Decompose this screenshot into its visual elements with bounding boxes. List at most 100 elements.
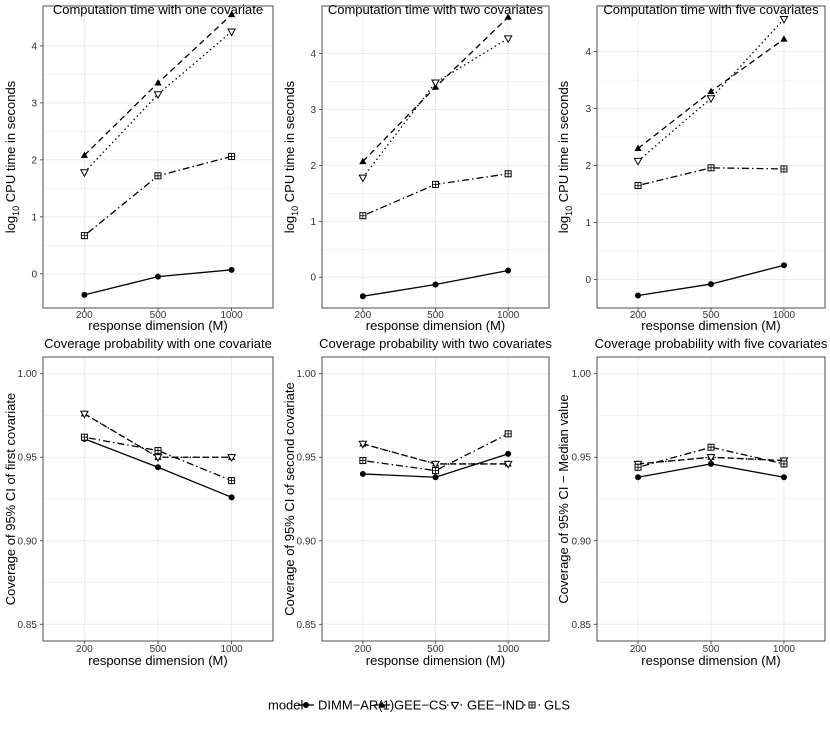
legend-label: DIMM−AR(1) — [318, 698, 394, 713]
square-cross-lines — [432, 181, 439, 188]
point-gee-ind-500 — [153, 91, 163, 100]
point-dimm-ar-1-500 — [155, 273, 161, 280]
y-axis-label-prefix: log — [282, 216, 297, 233]
y-tick-label: 1.00 — [18, 369, 38, 380]
y-tick-label: 1.00 — [572, 369, 592, 380]
y-axis-label-prefix: log — [556, 216, 571, 233]
point-gee-cs-1000 — [780, 35, 788, 42]
y-axis-label-subscript: 10 — [564, 206, 574, 216]
panel-title: Coverage probability with two covariates — [319, 336, 552, 351]
square-cross-lines — [155, 447, 161, 454]
point-gee-ind-1000 — [779, 16, 789, 24]
x-axis-label: response dimension (M) — [641, 653, 780, 668]
y-tick-label: 1.00 — [297, 369, 317, 380]
square-cross-lines — [359, 457, 366, 464]
point-dimm-ar-1-1000 — [505, 267, 512, 274]
panel-5: 0.85 0.90 0.95 1.00 200 500 1000 Coverage proba… — [282, 336, 552, 668]
y-axis-label-subscript: 10 — [11, 206, 21, 216]
y-tick-label: 1 — [31, 212, 37, 223]
panel-border — [321, 356, 550, 642]
point-gls-200 — [359, 457, 367, 465]
square-cross-lines — [81, 434, 88, 441]
y-axis-label-suffix: CPU time in seconds — [282, 80, 297, 205]
square-cross-lines — [155, 172, 161, 179]
series-line-gls — [637, 446, 785, 468]
y-tick-label: 2 — [31, 155, 37, 166]
x-tick-label: 200 — [355, 310, 372, 321]
point-gls-500 — [154, 447, 162, 455]
y-tick-label: 1 — [310, 217, 316, 228]
x-axis-label: response dimension (M) — [88, 318, 227, 333]
point-dimm-ar-1-1000 — [505, 450, 512, 457]
square-cross-lines — [708, 164, 714, 171]
legend-label: GLS — [544, 698, 570, 713]
series-line-gee-ind — [83, 31, 233, 173]
legend-label: GEE−CS — [394, 698, 447, 713]
square-cross-lines — [505, 170, 512, 177]
point-gee-cs-500 — [154, 79, 162, 86]
point-gee-cs-1000 — [228, 10, 236, 18]
y-tick-label: 4 — [310, 49, 316, 60]
square-cross-lines — [780, 460, 787, 467]
x-tick-label: 1000 — [220, 644, 243, 655]
point-gee-ind-200 — [79, 169, 89, 178]
panel-2: 0 1 2 3 4 200 500 1000 Computation time with two… — [282, 2, 550, 333]
series-line-gls — [84, 436, 232, 482]
x-axis-label: response dimension (M) — [366, 318, 505, 333]
y-tick-label: 0.85 — [297, 620, 317, 631]
x-tick-label: 1000 — [220, 310, 243, 321]
point-gee-ind-200 — [633, 157, 643, 166]
point-dimm-ar-1-1000 — [228, 494, 235, 501]
square-cross-lines — [635, 464, 642, 471]
y-tick-label: 0.90 — [18, 536, 38, 547]
point-gls-500 — [154, 172, 162, 180]
x-axis-label: response dimension (M) — [366, 653, 505, 668]
point-dimm-ar-1-200 — [359, 470, 366, 477]
y-tick-label: 0.90 — [572, 536, 592, 547]
point-gee-ind-1000 — [503, 35, 513, 44]
series-line-gls — [637, 167, 784, 187]
y-axis-label-suffix: CPU time in seconds — [556, 80, 571, 205]
x-tick-label: 500 — [427, 644, 444, 655]
y-tick-label: 0 — [585, 275, 591, 286]
panel-border — [596, 356, 826, 642]
point-gee-ind-200 — [358, 440, 368, 449]
y-axis-label-subscript: 10 — [290, 206, 300, 216]
point-gls-500 — [707, 443, 715, 451]
x-tick-label: 1000 — [497, 310, 520, 321]
point-gee-ind-1000 — [227, 454, 237, 463]
x-tick-label: 500 — [150, 644, 167, 655]
panel-3: 0 1 2 3 4 200 500 1000 Computation time with fiv… — [556, 2, 826, 333]
point-gls-1000 — [780, 165, 788, 173]
point-gee-ind-500 — [153, 454, 163, 463]
x-tick-label: 200 — [355, 644, 372, 655]
series-line-gee-ind — [84, 413, 232, 458]
y-axis-label: log10 CPU time in seconds — [282, 80, 300, 233]
point-gee-cs-200 — [80, 151, 88, 158]
y-axis-label: log10 CPU time in seconds — [556, 80, 574, 233]
panel-border — [321, 5, 550, 309]
y-axis-label: Coverage of 95% CI of second covariate — [282, 382, 297, 615]
point-dimm-ar-1-1000 — [228, 266, 235, 273]
y-tick-label: 2 — [310, 161, 316, 172]
legend-key-marker — [450, 701, 460, 710]
point-gls-500 — [432, 180, 439, 188]
point-gee-ind-500 — [706, 95, 716, 104]
y-tick-label: 4 — [31, 41, 37, 52]
point-dimm-ar-1-200 — [81, 291, 88, 298]
panel-title: Computation time with one covariate — [53, 2, 263, 17]
point-gee-cs-200 — [359, 157, 367, 165]
y-tick-label: 3 — [310, 105, 316, 116]
legend-item-gee-cs: GEE−CS — [374, 698, 447, 713]
x-tick-label: 500 — [703, 644, 720, 655]
y-tick-label: 0 — [31, 269, 37, 280]
legend-key-marker — [528, 701, 536, 709]
point-dimm-ar-1-500 — [432, 474, 439, 481]
y-tick-label: 3 — [585, 104, 591, 115]
x-tick-label: 500 — [150, 310, 167, 321]
point-gls-200 — [634, 181, 642, 189]
square-cross-lines — [505, 430, 512, 437]
point-gls-1000 — [780, 460, 788, 468]
point-gee-cs-1000 — [504, 13, 512, 20]
panel-6: 0.85 0.90 0.95 1.00 200 500 1000 Coverage proba… — [556, 336, 828, 668]
